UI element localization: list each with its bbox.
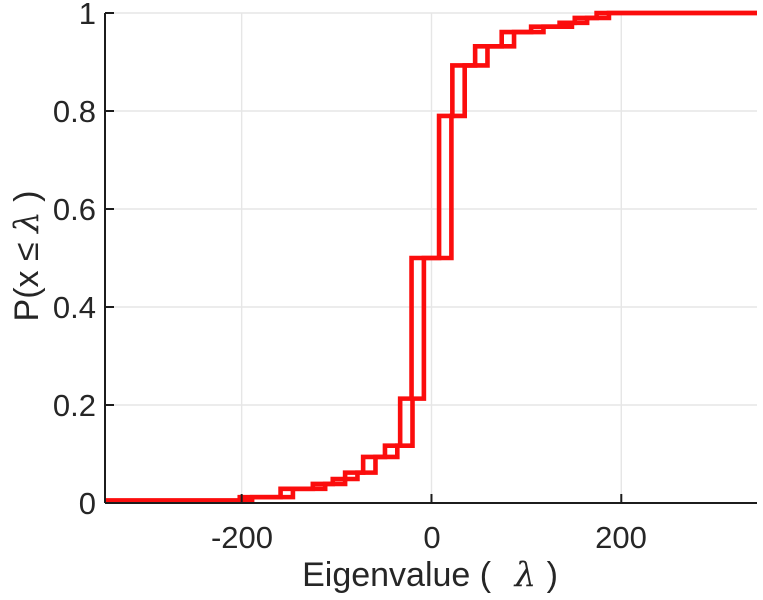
y-tick-label: 0.8 [53,94,96,129]
eigenvalue-ecdf-curve-2 [105,10,757,503]
lambda-symbol: λ [513,555,537,595]
ecdf-curves [105,10,757,503]
y-tick-label: 0.2 [53,388,96,423]
tick-marks [105,12,623,504]
x-tick-label: 200 [595,520,647,555]
x-axis-label-close-paren: ) [547,556,558,594]
y-axis-tick-labels: 1 0.8 0.6 0.4 0.2 0 [53,0,96,521]
x-tick-label: 0 [423,520,440,555]
x-axis-label: Eigenvalue ( λ ) [302,555,558,595]
lambda-symbol: λ [7,211,47,235]
y-axis-label: P(x ≤ λ ) [7,191,47,322]
x-axis-tick-labels: -200 0 200 [211,520,647,555]
y-axis-label-close-paren: ) [8,191,46,202]
x-tick-label: -200 [211,520,273,555]
y-tick-label: 0.4 [53,290,96,325]
y-tick-label: 1 [79,0,96,31]
y-tick-label: 0 [79,486,96,521]
y-axis-label-text: P(x ≤ [8,233,46,322]
x-axis-label-text: Eigenvalue ( [302,556,492,594]
y-tick-label: 0.6 [53,192,96,227]
